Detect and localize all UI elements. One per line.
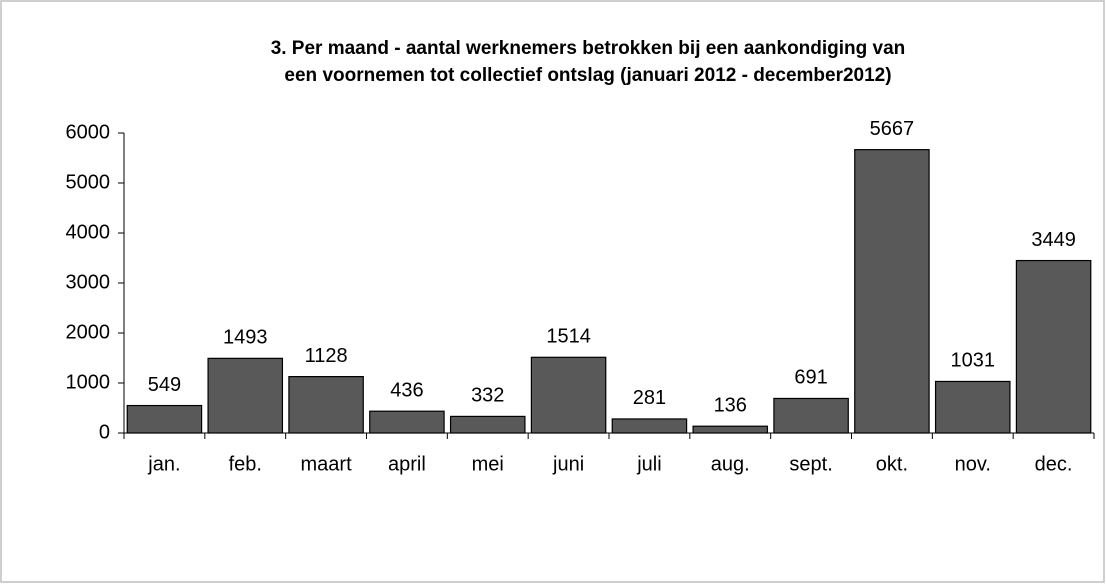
y-tick-label: 5000: [66, 171, 111, 193]
y-tick-label: 3000: [66, 271, 111, 293]
value-label: 1031: [951, 350, 996, 372]
x-tick-label: sept.: [789, 453, 832, 475]
bar: [126, 404, 203, 434]
y-tick-label: 0: [99, 421, 110, 443]
x-tick-label: jan.: [147, 453, 180, 475]
bar: [530, 356, 607, 434]
value-label: 136: [714, 394, 747, 416]
value-label: 1493: [223, 327, 268, 349]
bar: [611, 418, 688, 434]
y-tick-label: 6000: [66, 121, 111, 143]
x-tick-label: okt.: [876, 453, 908, 475]
bar: [1015, 259, 1092, 434]
value-label: 436: [390, 379, 423, 401]
bar: [369, 410, 445, 434]
x-tick-label: aug.: [711, 453, 750, 475]
value-label: 5667: [870, 118, 915, 140]
x-tick-label: mei: [472, 453, 504, 475]
bar: [854, 149, 930, 434]
chart-title: 3. Per maand - aantal werknemers betrokk…: [271, 38, 906, 59]
chart-title: een voornemen tot collectief ontslag (ja…: [284, 65, 891, 86]
y-tick-label: 1000: [66, 371, 111, 393]
y-tick-label: 4000: [66, 221, 111, 243]
bar: [773, 397, 849, 434]
bar: [449, 415, 526, 434]
value-label: 1128: [305, 345, 348, 367]
bar: [207, 357, 284, 434]
value-label: 1514: [546, 326, 591, 348]
value-label: 3449: [1031, 229, 1076, 251]
x-tick-label: april: [388, 453, 426, 475]
x-tick-label: dec.: [1035, 453, 1073, 475]
bar: [288, 376, 364, 434]
x-tick-label: maart: [301, 453, 353, 475]
value-label: 332: [471, 385, 504, 407]
bar: [934, 380, 1011, 434]
value-label: 281: [633, 387, 666, 409]
x-tick-label: nov.: [955, 453, 991, 475]
value-label: 549: [148, 374, 181, 396]
x-tick-label: juni: [552, 453, 584, 475]
bar: [692, 425, 769, 434]
value-label: 691: [794, 367, 827, 389]
y-tick-label: 2000: [66, 321, 111, 343]
x-tick-label: juli: [636, 453, 661, 475]
x-tick-label: feb.: [229, 453, 262, 475]
